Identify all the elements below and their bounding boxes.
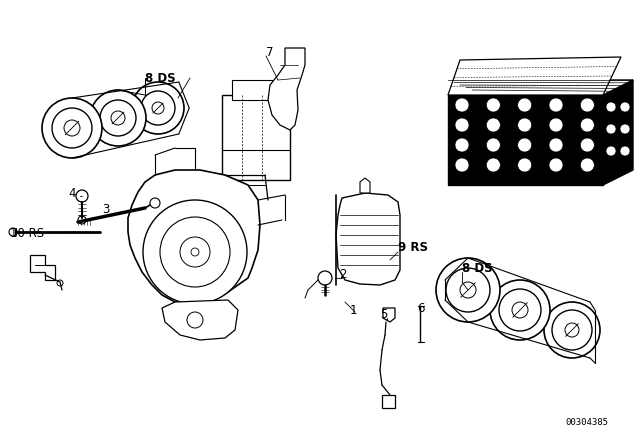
Circle shape bbox=[150, 198, 160, 208]
Text: 6: 6 bbox=[417, 302, 424, 314]
Polygon shape bbox=[448, 95, 603, 185]
Circle shape bbox=[180, 237, 210, 267]
Text: 1: 1 bbox=[350, 303, 358, 316]
Text: 9 RS: 9 RS bbox=[398, 241, 428, 254]
Circle shape bbox=[152, 102, 164, 114]
Circle shape bbox=[499, 289, 541, 331]
Circle shape bbox=[620, 124, 630, 134]
Circle shape bbox=[143, 200, 247, 304]
Circle shape bbox=[518, 98, 532, 112]
Text: 5: 5 bbox=[380, 309, 387, 322]
Polygon shape bbox=[383, 308, 395, 322]
Circle shape bbox=[57, 280, 63, 286]
Text: 8 DS: 8 DS bbox=[462, 262, 493, 275]
Polygon shape bbox=[603, 80, 633, 185]
Circle shape bbox=[620, 146, 630, 156]
Circle shape bbox=[544, 302, 600, 358]
Polygon shape bbox=[360, 178, 370, 193]
Circle shape bbox=[486, 158, 500, 172]
Polygon shape bbox=[162, 300, 238, 340]
Circle shape bbox=[52, 108, 92, 148]
Circle shape bbox=[436, 258, 500, 322]
Circle shape bbox=[552, 310, 592, 350]
Circle shape bbox=[486, 138, 500, 152]
Text: 2: 2 bbox=[339, 268, 346, 281]
Polygon shape bbox=[336, 193, 400, 285]
Circle shape bbox=[455, 118, 469, 132]
Polygon shape bbox=[30, 255, 55, 280]
Text: 00304385: 00304385 bbox=[565, 418, 608, 426]
Circle shape bbox=[141, 91, 175, 125]
Circle shape bbox=[90, 90, 146, 146]
Circle shape bbox=[64, 120, 80, 136]
Circle shape bbox=[100, 100, 136, 136]
Text: 4: 4 bbox=[68, 186, 76, 199]
Circle shape bbox=[580, 138, 595, 152]
Text: 10 RS: 10 RS bbox=[10, 227, 44, 240]
Polygon shape bbox=[128, 170, 260, 305]
Circle shape bbox=[9, 228, 17, 236]
Circle shape bbox=[549, 138, 563, 152]
Circle shape bbox=[518, 138, 532, 152]
Circle shape bbox=[455, 158, 469, 172]
Circle shape bbox=[132, 82, 184, 134]
Circle shape bbox=[486, 98, 500, 112]
Circle shape bbox=[460, 282, 476, 298]
Circle shape bbox=[455, 98, 469, 112]
Circle shape bbox=[512, 302, 528, 318]
Circle shape bbox=[580, 118, 595, 132]
Circle shape bbox=[518, 158, 532, 172]
Circle shape bbox=[549, 118, 563, 132]
Text: 3: 3 bbox=[102, 202, 109, 215]
Circle shape bbox=[111, 111, 125, 125]
Polygon shape bbox=[448, 80, 633, 95]
Circle shape bbox=[490, 280, 550, 340]
Polygon shape bbox=[382, 395, 395, 408]
Circle shape bbox=[606, 124, 616, 134]
Circle shape bbox=[455, 138, 469, 152]
Circle shape bbox=[580, 98, 595, 112]
Polygon shape bbox=[448, 57, 621, 95]
Circle shape bbox=[160, 217, 230, 287]
Bar bbox=[232, 80, 280, 100]
Circle shape bbox=[606, 102, 616, 112]
Circle shape bbox=[76, 190, 88, 202]
Circle shape bbox=[565, 323, 579, 337]
Circle shape bbox=[606, 146, 616, 156]
Circle shape bbox=[549, 158, 563, 172]
Polygon shape bbox=[222, 95, 290, 180]
Circle shape bbox=[620, 102, 630, 112]
Circle shape bbox=[318, 271, 332, 285]
Circle shape bbox=[78, 216, 86, 224]
Polygon shape bbox=[268, 48, 305, 130]
Text: 8 DS: 8 DS bbox=[145, 72, 175, 85]
Circle shape bbox=[518, 118, 532, 132]
Circle shape bbox=[580, 158, 595, 172]
Circle shape bbox=[486, 118, 500, 132]
Text: 7: 7 bbox=[266, 46, 273, 59]
Circle shape bbox=[42, 98, 102, 158]
Circle shape bbox=[549, 98, 563, 112]
Circle shape bbox=[446, 268, 490, 312]
